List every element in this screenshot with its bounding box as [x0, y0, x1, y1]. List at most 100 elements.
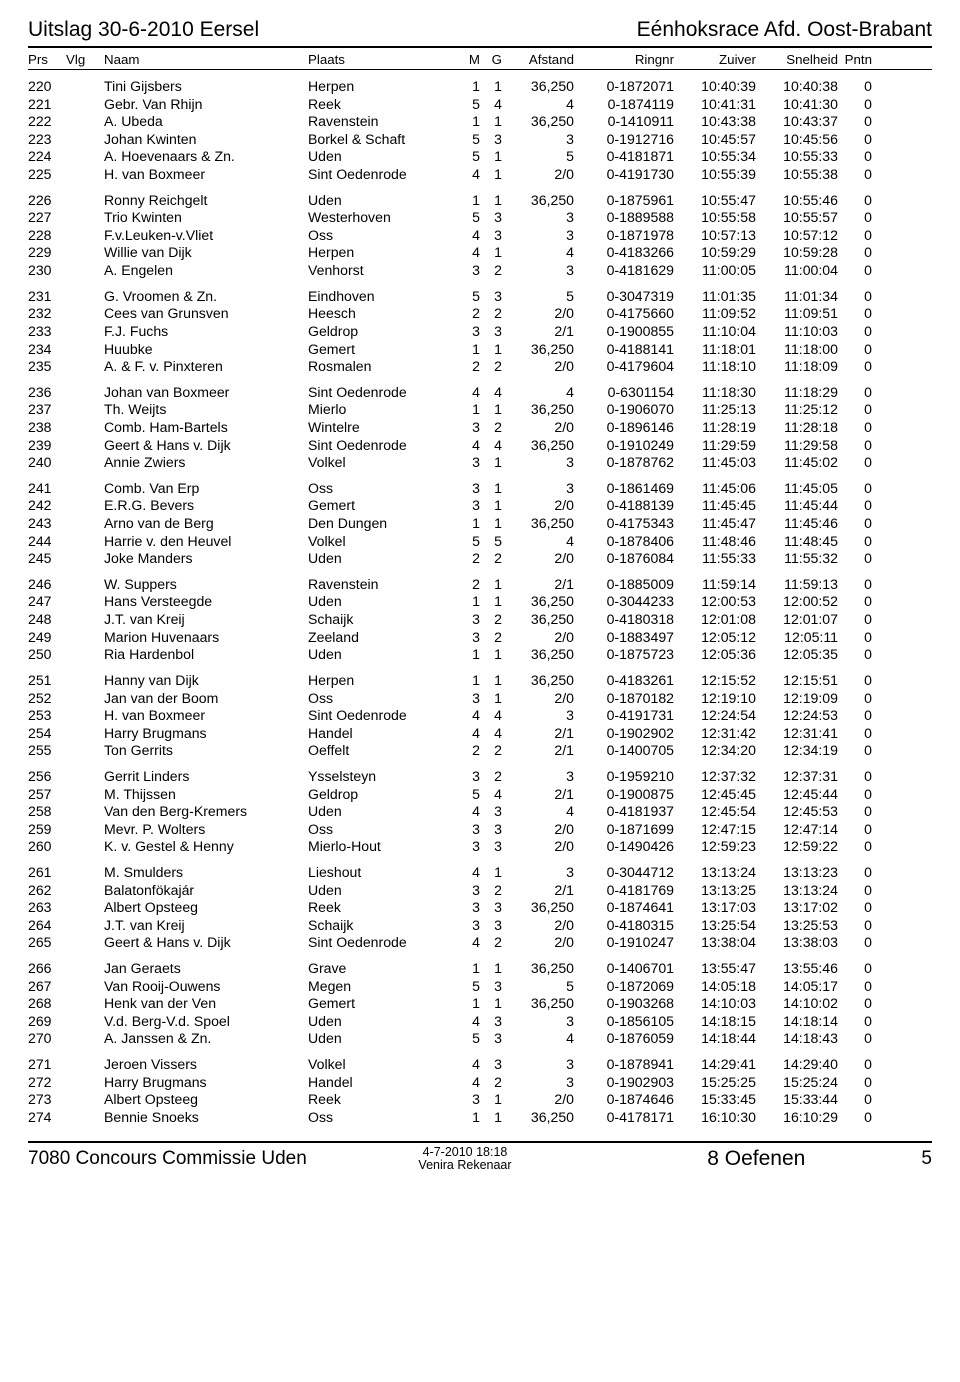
- cell-naam: F.J. Fuchs: [104, 323, 308, 341]
- table-row: 250Ria HardenbolUden1136,2500-187572312:…: [28, 646, 932, 664]
- cell-zuiv: 10:59:29: [674, 244, 756, 262]
- cell-afst: 36,250: [502, 646, 574, 664]
- cell-m: 3: [458, 262, 480, 280]
- cell-naam: Ria Hardenbol: [104, 646, 308, 664]
- cell-zuiv: 11:25:13: [674, 401, 756, 419]
- cell-prs: 271: [28, 1056, 66, 1074]
- cell-prs: 255: [28, 742, 66, 760]
- cell-ring: 0-6301154: [574, 384, 674, 402]
- cell-zuiv: 12:37:32: [674, 768, 756, 786]
- cell-g: 2: [480, 611, 502, 629]
- cell-ring: 0-1874641: [574, 899, 674, 917]
- cell-afst: 4: [502, 384, 574, 402]
- cell-pntn: 0: [838, 533, 872, 551]
- row-block: 261M. SmuldersLieshout4130-304471213:13:…: [28, 864, 932, 952]
- table-row: 228F.v.Leuken-v.VlietOss4330-187197810:5…: [28, 227, 932, 245]
- cell-afst: 2/0: [502, 497, 574, 515]
- cell-snel: 10:40:38: [756, 78, 838, 96]
- cell-plaats: Volkel: [308, 1056, 458, 1074]
- cell-plaats: Gemert: [308, 995, 458, 1013]
- cell-snel: 14:10:02: [756, 995, 838, 1013]
- cell-afst: 36,250: [502, 899, 574, 917]
- cell-zuiv: 15:33:45: [674, 1091, 756, 1109]
- cell-plaats: Oss: [308, 1109, 458, 1127]
- cell-snel: 12:19:09: [756, 690, 838, 708]
- cell-afst: 3: [502, 1056, 574, 1074]
- cell-prs: 241: [28, 480, 66, 498]
- cell-m: 3: [458, 497, 480, 515]
- cell-pntn: 0: [838, 707, 872, 725]
- cell-snel: 10:43:37: [756, 113, 838, 131]
- cell-snel: 11:01:34: [756, 288, 838, 306]
- cell-pntn: 0: [838, 978, 872, 996]
- cell-g: 1: [480, 672, 502, 690]
- cell-prs: 256: [28, 768, 66, 786]
- cell-prs: 260: [28, 838, 66, 856]
- cell-plaats: Lieshout: [308, 864, 458, 882]
- cell-snel: 14:29:40: [756, 1056, 838, 1074]
- cell-g: 2: [480, 882, 502, 900]
- table-row: 243Arno van de BergDen Dungen1136,2500-4…: [28, 515, 932, 533]
- cell-zuiv: 12:45:45: [674, 786, 756, 804]
- cell-m: 4: [458, 1056, 480, 1074]
- cell-zuiv: 11:01:35: [674, 288, 756, 306]
- cell-naam: Cees van Grunsven: [104, 305, 308, 323]
- cell-ring: 0-3047319: [574, 288, 674, 306]
- cell-zuiv: 12:05:12: [674, 629, 756, 647]
- cell-plaats: Herpen: [308, 244, 458, 262]
- cell-afst: 4: [502, 96, 574, 114]
- cell-m: 2: [458, 305, 480, 323]
- cell-prs: 244: [28, 533, 66, 551]
- cell-zuiv: 12:59:23: [674, 838, 756, 856]
- cell-pntn: 0: [838, 934, 872, 952]
- cell-prs: 222: [28, 113, 66, 131]
- table-row: 236Johan van BoxmeerSint Oedenrode4440-6…: [28, 384, 932, 402]
- cell-naam: Comb. Van Erp: [104, 480, 308, 498]
- cell-vlg: [66, 384, 104, 402]
- cell-pntn: 0: [838, 629, 872, 647]
- cell-zuiv: 11:45:03: [674, 454, 756, 472]
- table-row: 251Hanny van DijkHerpen1136,2500-4183261…: [28, 672, 932, 690]
- cell-afst: 2/0: [502, 629, 574, 647]
- table-row: 238Comb. Ham-BartelsWintelre322/00-18961…: [28, 419, 932, 437]
- cell-naam: V.d. Berg-V.d. Spoel: [104, 1013, 308, 1031]
- cell-plaats: Uden: [308, 550, 458, 568]
- cell-ring: 0-1896146: [574, 419, 674, 437]
- cell-plaats: Uden: [308, 882, 458, 900]
- cell-vlg: [66, 960, 104, 978]
- cell-prs: 273: [28, 1091, 66, 1109]
- cell-afst: 5: [502, 978, 574, 996]
- cell-snel: 11:18:09: [756, 358, 838, 376]
- cell-snel: 11:29:58: [756, 437, 838, 455]
- cell-g: 1: [480, 497, 502, 515]
- cell-pntn: 0: [838, 803, 872, 821]
- cell-zuiv: 10:55:39: [674, 166, 756, 184]
- cell-naam: Marion Huvenaars: [104, 629, 308, 647]
- cell-naam: A. Ubeda: [104, 113, 308, 131]
- cell-vlg: [66, 497, 104, 515]
- cell-snel: 12:34:19: [756, 742, 838, 760]
- cell-pntn: 0: [838, 437, 872, 455]
- row-block: 246W. SuppersRavenstein212/10-188500911:…: [28, 576, 932, 664]
- cell-zuiv: 12:34:20: [674, 742, 756, 760]
- cell-vlg: [66, 995, 104, 1013]
- cell-g: 1: [480, 401, 502, 419]
- cell-vlg: [66, 262, 104, 280]
- cell-zuiv: 13:13:25: [674, 882, 756, 900]
- cell-ring: 0-4181871: [574, 148, 674, 166]
- cell-snel: 11:09:51: [756, 305, 838, 323]
- cell-afst: 3: [502, 454, 574, 472]
- cell-prs: 235: [28, 358, 66, 376]
- cell-naam: Willie van Dijk: [104, 244, 308, 262]
- cell-m: 4: [458, 1074, 480, 1092]
- cell-g: 1: [480, 995, 502, 1013]
- table-row: 259Mevr. P. WoltersOss332/00-187169912:4…: [28, 821, 932, 839]
- cell-plaats: Ravenstein: [308, 576, 458, 594]
- cell-zuiv: 14:18:44: [674, 1030, 756, 1048]
- cell-plaats: Grave: [308, 960, 458, 978]
- cell-pntn: 0: [838, 742, 872, 760]
- cell-prs: 231: [28, 288, 66, 306]
- cell-g: 1: [480, 1091, 502, 1109]
- cell-prs: 236: [28, 384, 66, 402]
- cell-g: 2: [480, 934, 502, 952]
